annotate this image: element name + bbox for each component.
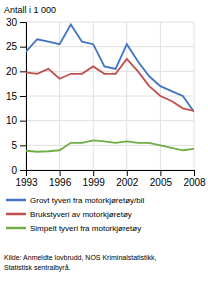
- x-tick-label: 2002: [116, 177, 139, 188]
- grid-line-y: [26, 145, 194, 146]
- x-tick-label: 1993: [15, 177, 38, 188]
- x-axis: 1993 1996 1999 2002 2005 2008: [15, 170, 206, 188]
- x-tick-label: 2005: [150, 177, 173, 188]
- x-axis-line: [27, 171, 195, 177]
- y-tick: 30: [6, 17, 26, 28]
- plot: 1993 1996 1999 2002 2005 2008 0 5 10 15 20 25 30: [6, 17, 206, 188]
- legend-label: Simpelt tyveri fra motorkjøretøy: [30, 224, 141, 233]
- chart: 1993 1996 1999 2002 2005 2008 0 5 10 15 20 25 30 Anta…: [0, 0, 208, 284]
- source-note: Statistisk sentralbyrå.: [4, 264, 71, 272]
- series-line: [26, 140, 194, 151]
- y-tick-mark: [20, 96, 26, 97]
- y-tick-mark: [20, 22, 26, 23]
- y-tick-mark: [20, 170, 26, 171]
- grid-line-x: [194, 22, 195, 170]
- y-tick-mark: [20, 145, 26, 146]
- x-tick: 2005: [150, 170, 173, 188]
- x-tick-label: 1999: [83, 177, 106, 188]
- y-tick: 10: [6, 115, 26, 126]
- y-tick-mark: [20, 47, 26, 48]
- y-tick-label: 0: [11, 165, 17, 176]
- y-tick-label: 10: [6, 115, 18, 126]
- source-note: Kilde: Anmeldte lovbrudd, NOS Kriminalst…: [4, 254, 157, 261]
- legend-label: Grovt tyveri fra motorkjøretøy/bil: [30, 196, 144, 205]
- x-tick-label: 2008: [183, 177, 206, 188]
- y-axis: 0 5 10 15 20 25 30: [6, 17, 27, 176]
- x-tick: 1996: [49, 170, 72, 188]
- x-tick: 2008: [183, 170, 206, 188]
- y-tick-mark: [20, 121, 26, 122]
- series-line: [26, 24, 194, 111]
- y-tick: 0: [11, 165, 26, 176]
- y-tick-label: 25: [6, 41, 18, 52]
- x-tick: 1993: [15, 170, 38, 188]
- lines: [26, 24, 194, 151]
- legend-swatch: [6, 199, 26, 202]
- legend: Grovt tyveri fra motorkjøretøy/bil Brukst…: [6, 196, 144, 233]
- y-tick-label: 20: [6, 66, 18, 77]
- y-tick: 15: [6, 91, 26, 102]
- x-tick-mark: [160, 170, 161, 176]
- y-tick: 25: [6, 41, 26, 52]
- legend-label: Brukstyveri av motorkjøretøy: [30, 210, 132, 219]
- y-axis-line: [20, 23, 27, 171]
- grid-line-y: [26, 120, 194, 121]
- x-tick-label: 1996: [49, 177, 72, 188]
- y-tick: 5: [11, 140, 26, 151]
- legend-swatch: [6, 227, 26, 230]
- y-tick-label: 30: [6, 17, 18, 28]
- y-axis-label: Antall i 1 000: [4, 5, 56, 15]
- x-tick-mark: [60, 170, 61, 176]
- y-tick-mark: [20, 71, 26, 72]
- series-line: [26, 59, 194, 111]
- grid-line-y: [26, 96, 194, 97]
- x-tick: 1999: [83, 170, 106, 188]
- grid: [26, 22, 194, 170]
- x-tick-mark: [127, 170, 128, 176]
- x-tick: 2002: [116, 170, 139, 188]
- y-tick-label: 15: [6, 91, 18, 102]
- legend-swatch: [6, 213, 26, 216]
- x-tick-mark: [93, 170, 94, 176]
- y-tick: 20: [6, 66, 26, 77]
- y-tick-label: 5: [11, 140, 17, 151]
- grid-line-y: [26, 46, 194, 47]
- grid-line-y: [26, 22, 194, 23]
- x-tick-mark: [194, 170, 195, 176]
